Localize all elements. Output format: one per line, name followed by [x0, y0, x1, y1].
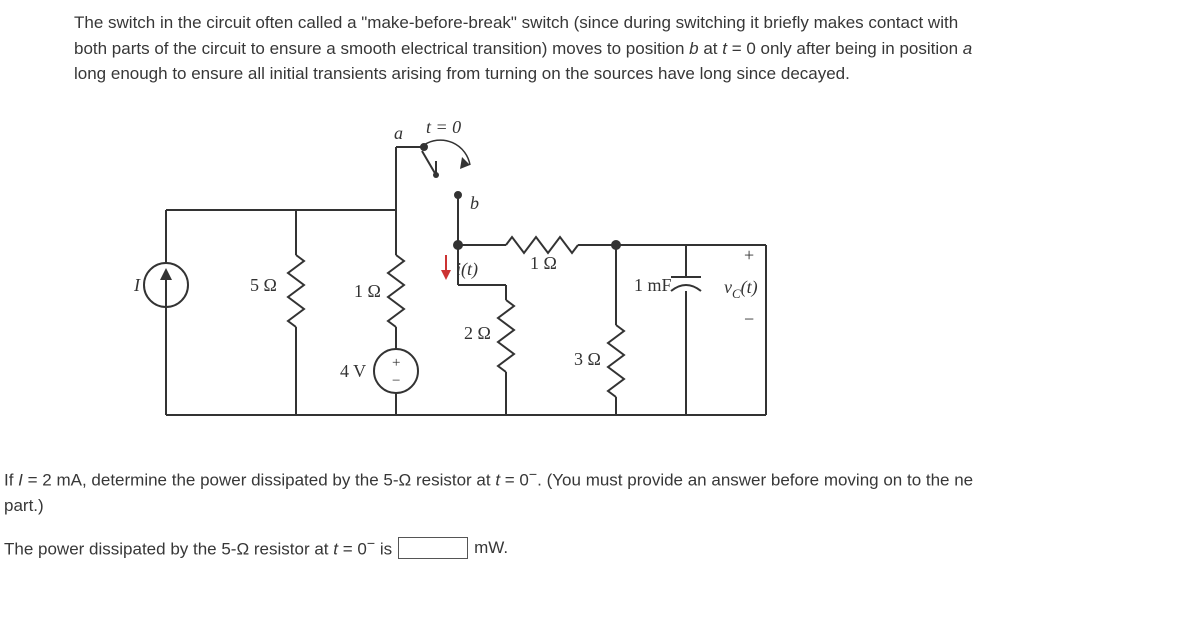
- label-3ohm: 3 Ω: [574, 349, 601, 369]
- intro-line2c: = 0 only after being in position: [727, 39, 963, 58]
- label-1ohm-b: 1 Ω: [530, 253, 557, 273]
- vsrc-plus: +: [392, 355, 400, 371]
- answer-pre: The power dissipated by the 5-Ω resistor…: [4, 536, 392, 560]
- label-5ohm: 5 Ω: [250, 275, 277, 295]
- label-vc: vC(t): [724, 277, 758, 301]
- label-i-src: I: [133, 275, 141, 295]
- label-a: a: [394, 123, 403, 143]
- pos-a: a: [963, 39, 972, 58]
- answer-line: The power dissipated by the 5-Ω resistor…: [0, 536, 1200, 560]
- label-b: b: [470, 193, 479, 213]
- intro-line2b: at: [699, 39, 723, 58]
- question-text: If I = 2 mA, determine the power dissipa…: [0, 465, 1200, 519]
- label-4v: 4 V: [340, 361, 366, 381]
- label-it: i(t): [456, 259, 478, 280]
- answer-unit: mW.: [474, 538, 508, 558]
- label-cap: 1 mF: [634, 275, 672, 295]
- circuit-diagram: I t = 0 a b 5 Ω 1 Ω 1 Ω 2 Ω 3 Ω 4 V + − …: [126, 115, 806, 445]
- vc-minus: −: [744, 309, 754, 329]
- answer-input[interactable]: [398, 537, 468, 559]
- intro-line2a: both parts of the circuit to ensure a sm…: [74, 39, 689, 58]
- pos-b: b: [689, 39, 698, 58]
- label-2ohm: 2 Ω: [464, 323, 491, 343]
- problem-statement: The switch in the circuit often called a…: [74, 10, 1174, 87]
- intro-line1: The switch in the circuit often called a…: [74, 13, 958, 32]
- label-1ohm-a: 1 Ω: [354, 281, 381, 301]
- intro-line3: long enough to ensure all initial transi…: [74, 64, 850, 83]
- vc-plus: +: [744, 245, 754, 265]
- vsrc-minus: −: [392, 373, 400, 389]
- label-t0: t = 0: [426, 117, 461, 137]
